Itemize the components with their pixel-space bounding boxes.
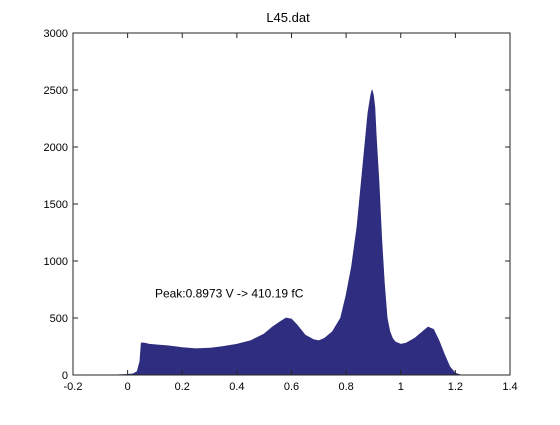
y-tick-label: 0 — [62, 370, 68, 382]
x-tick-label: 0.2 — [175, 381, 190, 393]
y-tick-label: 2500 — [44, 85, 68, 97]
x-tick-label: 0.4 — [229, 381, 244, 393]
x-tick-label: 1.2 — [448, 381, 463, 393]
y-tick-label: 500 — [50, 313, 68, 325]
y-tick-label: 1500 — [44, 199, 68, 211]
histogram-area-0 — [113, 89, 461, 376]
y-axis: 0 500 1000 1500 2000 2500 3000 — [44, 28, 510, 382]
x-tick-label: 1 — [398, 381, 404, 393]
x-tick-label: 0.6 — [284, 381, 299, 393]
peak-annotation: Peak:0.8973 V -> 410.19 fC — [155, 286, 304, 300]
x-tick-label: 0.8 — [338, 381, 353, 393]
x-tick-label: 1.4 — [502, 381, 517, 393]
x-axis: -0.2 0 0.2 0.4 0.6 0.8 1 1.2 1.4 — [64, 33, 518, 393]
chart-title: L45.dat — [266, 10, 310, 25]
y-tick-label: 2000 — [44, 142, 68, 154]
data-layer — [113, 89, 461, 376]
y-tick-label: 1000 — [44, 256, 68, 268]
x-tick-label: -0.2 — [64, 381, 83, 393]
y-tick-label: 3000 — [44, 28, 68, 40]
x-tick-label: 0 — [125, 381, 131, 393]
